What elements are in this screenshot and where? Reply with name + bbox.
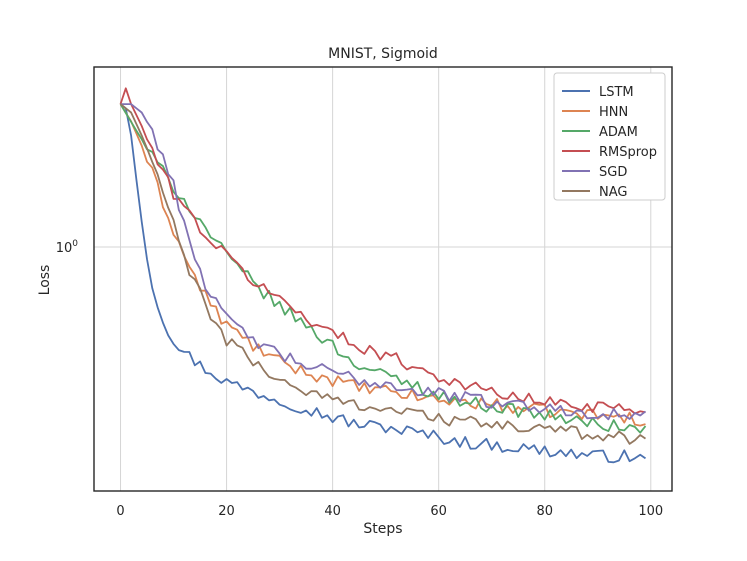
y-axis-ticks: 100 — [56, 239, 79, 256]
x-tick-label: 0 — [116, 504, 124, 519]
x-axis-label: Steps — [363, 521, 402, 537]
legend: LSTM HNN ADAM RMSprop SGD NAG — [553, 72, 666, 201]
series-lines — [119, 87, 647, 464]
y-axis-label: Loss — [37, 265, 53, 296]
legend-label-nag: NAG — [599, 185, 627, 200]
legend-label-rmsprop: RMSprop — [599, 145, 657, 160]
series-line-nag — [119, 103, 647, 445]
legend-label-adam: ADAM — [599, 125, 638, 140]
legend-box — [553, 72, 666, 201]
plot-frame — [93, 66, 673, 492]
legend-label-lstm: LSTM — [599, 85, 634, 100]
series-line-sgd — [120, 103, 647, 421]
series-line-adam — [119, 103, 647, 434]
x-tick-label: 100 — [638, 504, 663, 519]
legend-label-sgd: SGD — [599, 165, 627, 180]
series-line-rmsprop — [119, 87, 646, 415]
x-axis-ticks: 0 20 40 60 80 100 — [116, 504, 663, 519]
legend-label-hnn: HNN — [599, 105, 628, 120]
y-tick-label: 100 — [56, 239, 79, 256]
x-tick-label: 60 — [430, 504, 447, 519]
series-line-hnn — [119, 103, 646, 427]
grid — [94, 67, 672, 491]
series-line-lstm — [119, 103, 647, 464]
x-tick-label: 20 — [218, 504, 235, 519]
x-tick-label: 40 — [324, 504, 341, 519]
x-tick-label: 80 — [536, 504, 553, 519]
chart-title: MNIST, Sigmoid — [328, 46, 438, 62]
